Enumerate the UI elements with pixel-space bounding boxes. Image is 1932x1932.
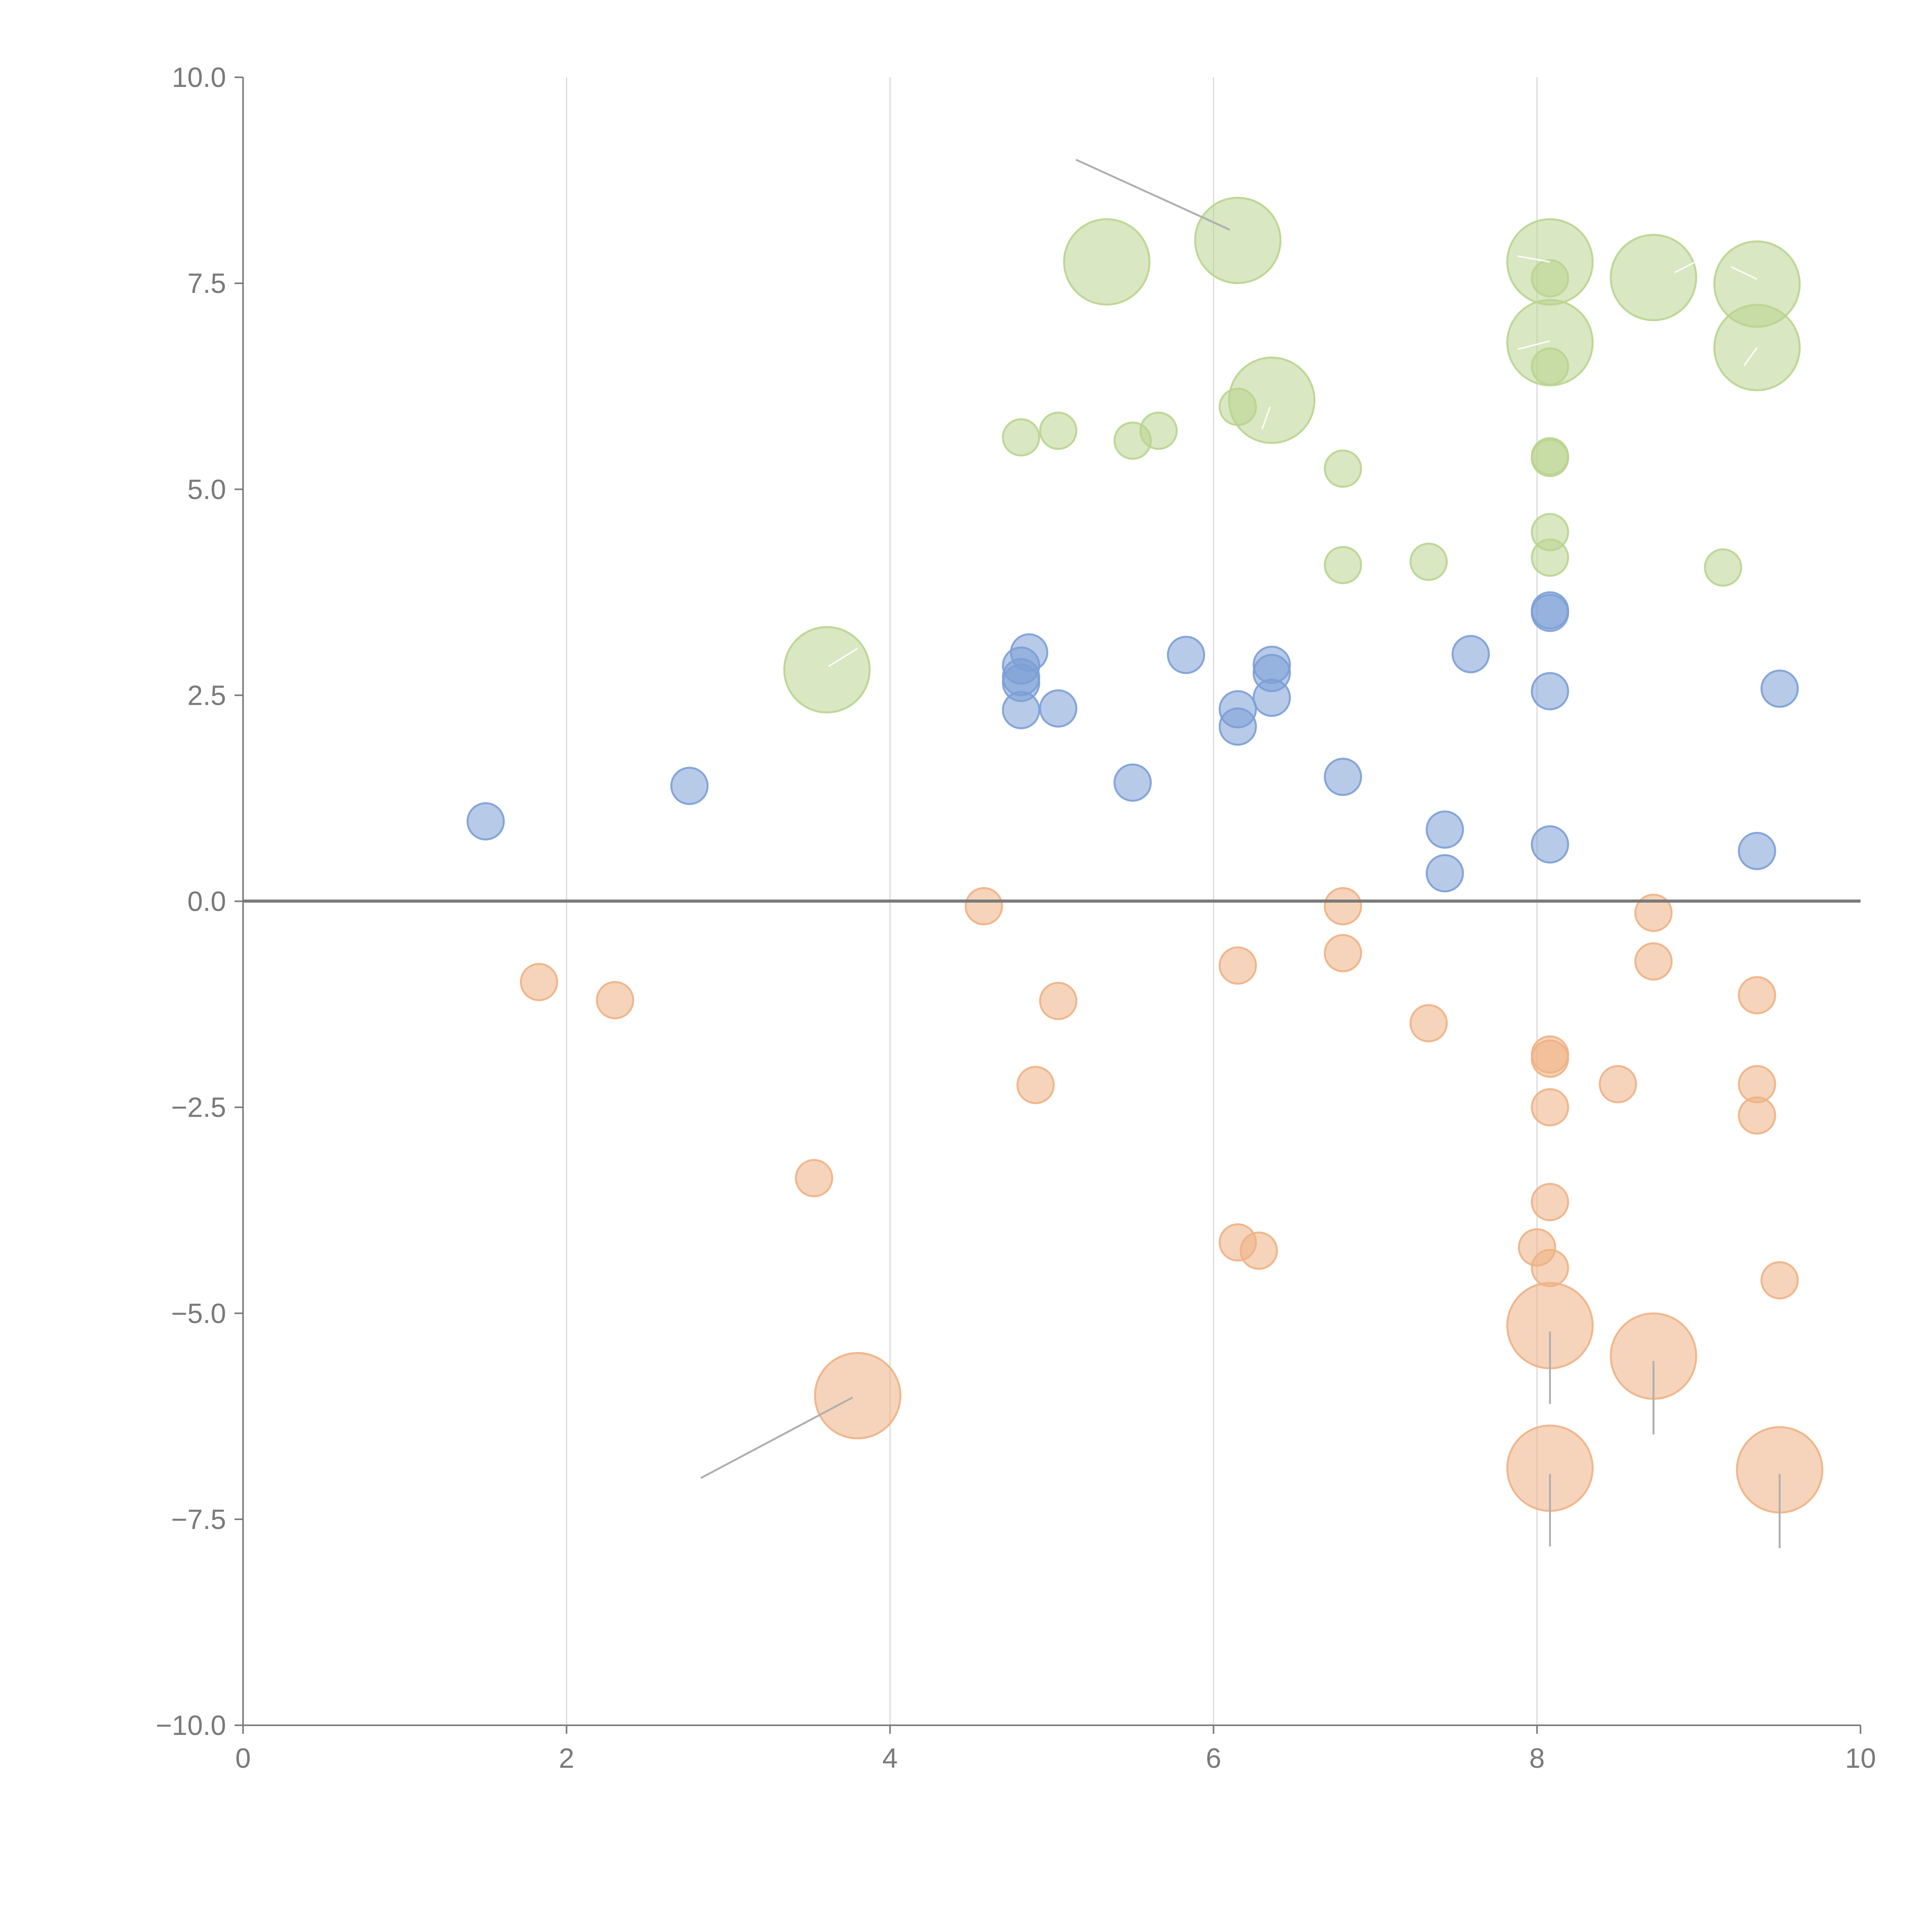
bubble-point-blue <box>1252 679 1291 717</box>
bubble-point-orange <box>1634 893 1673 932</box>
x-ticks: 0 2 4 6 8 10 <box>235 1725 1876 1774</box>
bubble-point-orange <box>1738 1096 1776 1135</box>
bubble-point-orange <box>1599 1065 1637 1104</box>
bubble-point-green <box>1228 356 1316 444</box>
annotation-leader-line <box>700 1396 854 1479</box>
bubble-point-green <box>1194 197 1282 284</box>
annotation-leader-line <box>1075 159 1230 231</box>
bubble-point-blue <box>466 802 505 841</box>
bubble-point-blue <box>1039 689 1078 728</box>
bubble-point-blue <box>1113 763 1152 802</box>
bubble-point-blue <box>1760 669 1799 708</box>
bubble-point-orange <box>1531 1249 1569 1287</box>
bubble-point-green <box>1531 259 1569 298</box>
bubble-point-orange <box>596 981 634 1019</box>
annotation-leader-line <box>1743 347 1758 366</box>
leader-layer <box>700 159 1781 1548</box>
x-tick-label: 8 <box>1529 1743 1545 1774</box>
bubble-point-green <box>1531 439 1569 477</box>
annotation-leader-line <box>1261 406 1271 430</box>
bubble-point-blue <box>1324 758 1362 796</box>
bubble-point-blue <box>1425 810 1464 849</box>
y-ticks: 10.0 7.5 5.0 2.5 0.0 −2.5 −5.0 −7.5 −10.0 <box>156 62 243 1741</box>
bubble-point-orange <box>1531 1088 1569 1127</box>
annotation-leader-line <box>828 648 858 667</box>
bubble-point-blue <box>1451 635 1490 673</box>
bubble-point-green <box>1039 412 1078 450</box>
bubble-point-green <box>1324 546 1362 584</box>
annotation-leader-line <box>1517 255 1550 263</box>
y-tick-label: 2.5 <box>187 680 226 711</box>
bubble-point-green <box>1063 218 1151 306</box>
bubble-point-orange <box>1016 1066 1055 1104</box>
bubble-point-orange <box>1218 946 1257 985</box>
bubble-point-orange <box>814 1352 901 1439</box>
bubble-point-orange <box>520 963 558 1001</box>
annotation-leader-line <box>1674 259 1699 274</box>
bubble-point-green <box>1610 234 1697 321</box>
bubble-point-orange <box>1531 1183 1569 1221</box>
series-orange <box>520 887 1823 1514</box>
bubble-point-orange <box>1324 887 1362 925</box>
bubble-point-blue <box>1167 636 1205 674</box>
bubble-point-green <box>1139 412 1178 450</box>
annotation-leader-line <box>1731 266 1757 280</box>
bubble-point-blue <box>1531 594 1569 632</box>
x-tick-label: 4 <box>882 1743 898 1774</box>
bubble-point-orange <box>1240 1231 1278 1270</box>
bubble-point-orange <box>1760 1261 1799 1299</box>
x-tick-label: 2 <box>559 1743 574 1774</box>
y-tick-label: 7.5 <box>187 268 226 299</box>
bubble-point-green <box>783 626 871 714</box>
x-tick-label: 0 <box>235 1743 251 1774</box>
bubble-point-green <box>1531 538 1569 577</box>
y-tick-label: 0.0 <box>187 886 226 917</box>
bubble-point-green <box>1531 347 1569 386</box>
bubble-point-blue <box>1218 707 1257 746</box>
bubble-point-orange <box>1738 976 1776 1015</box>
x-tick-label: 6 <box>1206 1743 1221 1774</box>
bubble-layer <box>466 197 1823 1514</box>
bubble-point-blue <box>1531 672 1569 711</box>
bubble-point-blue <box>1738 832 1776 870</box>
y-tick-label: −7.5 <box>171 1504 226 1535</box>
bubble-point-green <box>1409 543 1448 581</box>
y-tick-label: −2.5 <box>171 1092 226 1123</box>
bubble-point-orange <box>1039 982 1078 1020</box>
y-tick-label: 10.0 <box>172 62 226 93</box>
bubble-point-orange <box>1324 934 1362 973</box>
y-tick-label: −10.0 <box>156 1710 226 1741</box>
bubble-point-orange <box>1634 942 1673 981</box>
bubble-point-green <box>1704 548 1742 587</box>
bubble-point-blue <box>1010 633 1048 672</box>
bubble-point-orange <box>795 1159 833 1197</box>
bubble-point-orange <box>1531 1039 1569 1078</box>
bubble-point-blue <box>1531 825 1569 864</box>
annotation-leader-line <box>1517 340 1550 350</box>
y-tick-label: −5.0 <box>171 1298 226 1329</box>
series-blue <box>466 591 1799 893</box>
bubble-point-blue <box>1425 854 1464 893</box>
bubble-point-orange <box>1409 1004 1448 1043</box>
series-green <box>783 197 1801 714</box>
x-tick-label: 10 <box>1845 1743 1876 1774</box>
bubble-point-green <box>1324 449 1362 488</box>
bubble-point-orange <box>964 887 1003 925</box>
bubble-point-blue <box>670 767 709 805</box>
y-tick-label: 5.0 <box>187 474 226 505</box>
bubble-point-green <box>1002 418 1040 457</box>
